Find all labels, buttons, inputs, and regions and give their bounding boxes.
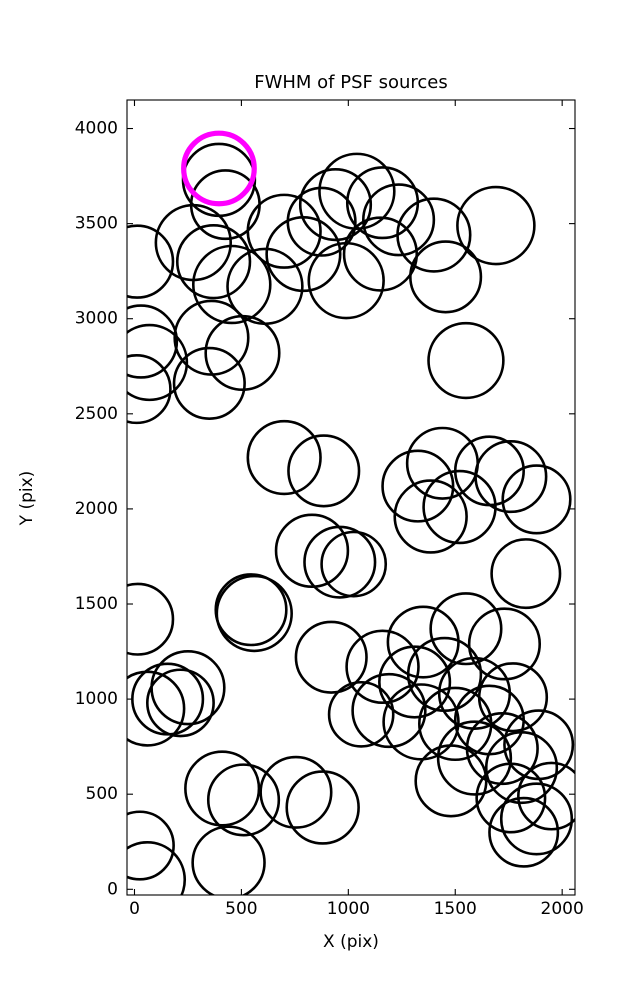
source-circle (429, 592, 503, 666)
y-tick-label: 500 (86, 784, 118, 804)
source-circle (204, 314, 281, 392)
source-circle (422, 469, 497, 545)
source-circle (488, 796, 560, 868)
source-circle (327, 680, 395, 748)
source-circle (285, 770, 360, 845)
x-tick-label: 1000 (327, 899, 370, 919)
source-circle (320, 530, 388, 598)
source-circle (246, 193, 322, 269)
plot-title-group: FWHM of PSF sources (254, 72, 448, 93)
source-circle (127, 304, 179, 379)
y-axis-label: Y (pix) (17, 471, 37, 527)
x-tick-label: 2000 (541, 899, 584, 919)
source-circles-layer (127, 130, 575, 895)
source-circle (127, 670, 186, 747)
y-tick-label: 4000 (75, 119, 118, 139)
source-circle (345, 166, 420, 240)
x-tick-label: 500 (225, 899, 257, 919)
source-circle (467, 607, 542, 681)
source-circle (475, 762, 547, 834)
source-circle (501, 464, 572, 535)
axes-frame (126, 99, 576, 896)
source-circle (206, 763, 281, 837)
source-circle (127, 582, 175, 656)
source-circle (393, 479, 468, 554)
y-tick-label: 2500 (75, 404, 118, 424)
source-circle (409, 240, 483, 314)
source-circle (405, 426, 480, 500)
source-circle (298, 168, 373, 242)
source-circle (294, 620, 368, 694)
source-circle (342, 216, 419, 292)
y-axis-ticks: 0 500 1000 1500 2000 2500 3000 3500 4000 (75, 119, 575, 899)
source-circle (127, 841, 187, 895)
selected-source-circle (181, 130, 257, 207)
source-circle (396, 197, 472, 273)
source-circle (287, 434, 361, 508)
source-circle (307, 241, 385, 320)
source-circle (150, 650, 226, 726)
y-tick-label: 1500 (75, 594, 118, 614)
x-tick-label: 0 (129, 899, 140, 919)
source-circle (345, 629, 420, 705)
source-circle (127, 354, 172, 425)
source-circle (351, 672, 427, 749)
source-circle (175, 224, 252, 300)
source-circle (517, 761, 575, 831)
y-tick-label: 3000 (75, 309, 118, 329)
source-circle (456, 185, 536, 266)
source-circle (127, 323, 189, 402)
page-title: FWHM of PSF sources (254, 72, 448, 93)
source-circle (436, 720, 513, 796)
source-circle (382, 683, 460, 761)
source-circle (477, 662, 549, 733)
source-circle (259, 755, 333, 829)
source-circle (484, 730, 559, 805)
source-circle (274, 513, 350, 588)
source-circle (286, 186, 357, 257)
source-circle (474, 439, 548, 514)
source-circle (378, 645, 452, 719)
source-circle (172, 346, 246, 420)
x-axis-label: X (pix) (323, 932, 379, 952)
x-axis-ticks: 0 500 1000 1500 2000 (129, 100, 584, 919)
source-circle (499, 782, 574, 856)
source-circle (381, 449, 455, 523)
source-circle (127, 224, 175, 299)
source-circle (127, 810, 175, 881)
y-tick-label: 1000 (75, 689, 118, 709)
y-tick-label: 2000 (75, 499, 118, 519)
source-circle (490, 538, 562, 610)
source-circle (184, 750, 261, 827)
plot-frame-rect (126, 99, 576, 896)
y-tick-label: 0 (107, 879, 118, 899)
source-circle (303, 525, 377, 599)
x-tick-label: 1500 (434, 899, 477, 919)
source-circle (215, 574, 293, 653)
source-circle (214, 573, 288, 647)
source-circle (246, 419, 322, 496)
source-circle (361, 183, 436, 257)
source-circle (146, 668, 215, 738)
source-circle (191, 244, 272, 325)
source-circle (414, 744, 488, 818)
source-circle (191, 825, 266, 895)
y-tick-label: 3500 (75, 214, 118, 234)
source-circle (427, 321, 505, 400)
